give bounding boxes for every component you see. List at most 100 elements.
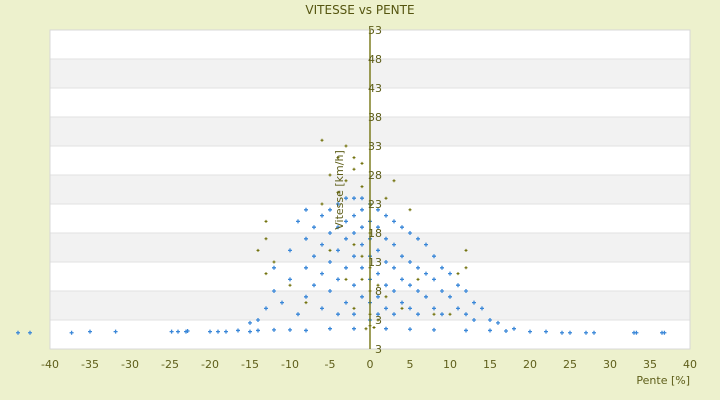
data-point-series-1: [392, 242, 396, 247]
data-point-series-1: [512, 326, 516, 331]
data-point-series-2: [344, 179, 348, 183]
data-point-series-1: [416, 265, 420, 270]
x-tick-label: -25: [161, 358, 179, 371]
data-point-series-1: [272, 327, 276, 332]
data-point-series-2: [328, 173, 332, 177]
data-point-series-1: [272, 289, 276, 293]
data-point-series-1: [360, 225, 364, 230]
data-point-series-1: [400, 277, 404, 282]
data-point-series-1: [376, 248, 380, 253]
data-point-series-1: [236, 328, 240, 333]
data-point-series-1: [304, 294, 308, 299]
data-point-series-1: [376, 271, 380, 276]
data-point-series-2: [344, 277, 348, 281]
data-point-series-2: [464, 248, 468, 252]
data-point-series-1: [312, 225, 316, 230]
data-point-series-1: [384, 306, 388, 311]
y-tick-label: 38: [368, 111, 382, 124]
data-point-series-2: [400, 306, 404, 310]
data-point-series-2: [352, 167, 356, 171]
data-point-series-1: [584, 330, 588, 335]
y-tick-label: 18: [368, 227, 382, 240]
data-point-series-1: [662, 330, 667, 335]
data-point-series-1: [392, 312, 396, 317]
data-point-series-1: [69, 330, 74, 335]
data-point-series-1: [440, 289, 444, 293]
data-point-series-2: [376, 318, 380, 322]
data-point-series-2: [448, 312, 452, 316]
data-point-series-1: [296, 312, 300, 317]
data-point-series-1: [424, 294, 428, 299]
data-point-series-1: [408, 306, 412, 311]
x-tick-label: -35: [81, 358, 99, 371]
data-point-series-2: [352, 156, 356, 160]
data-point-series-1: [256, 318, 260, 322]
data-point-series-1: [464, 289, 468, 293]
x-tick-label: 30: [603, 358, 617, 371]
x-tick-label: 40: [683, 358, 697, 371]
data-point-series-2: [384, 295, 388, 299]
data-point-series-1: [344, 265, 348, 270]
data-point-series-2: [408, 208, 412, 212]
data-point-series-1: [560, 330, 564, 335]
x-tick-label: 0: [367, 358, 374, 371]
data-point-series-1: [176, 329, 180, 334]
data-point-series-1: [328, 289, 332, 293]
x-tick-label: -10: [281, 358, 299, 371]
data-point-series-1: [320, 306, 324, 311]
data-point-series-1: [352, 326, 356, 331]
data-point-series-1: [185, 329, 190, 334]
data-point-series-1: [352, 196, 356, 201]
data-point-series-1: [328, 231, 332, 235]
data-point-series-1: [288, 248, 292, 253]
x-tick-label: -40: [41, 358, 59, 371]
data-point-series-1: [88, 329, 92, 334]
data-point-series-1: [360, 196, 364, 201]
y-tick-label: 3: [375, 343, 382, 356]
data-point-series-2: [320, 202, 324, 206]
x-tick-label: 20: [523, 358, 537, 371]
data-point-series-1: [416, 236, 420, 241]
x-tick-label: 15: [483, 358, 497, 371]
data-point-series-1: [224, 329, 228, 334]
data-point-series-2: [360, 277, 364, 281]
data-point-series-2: [360, 185, 364, 189]
data-point-series-1: [416, 289, 420, 293]
data-point-series-1: [336, 248, 340, 253]
y-tick-label: 53: [368, 24, 382, 37]
data-point-series-1: [408, 260, 412, 264]
data-point-series-1: [352, 213, 356, 218]
data-point-series-2: [432, 312, 436, 316]
x-tick-label: -15: [241, 358, 259, 371]
data-point-series-1: [320, 213, 324, 218]
data-point-series-1: [448, 271, 452, 276]
data-point-series-1: [304, 207, 308, 212]
data-point-series-1: [416, 312, 420, 317]
data-point-series-1: [344, 196, 348, 201]
data-point-series-1: [16, 330, 20, 335]
data-point-series-1: [592, 330, 596, 335]
data-point-series-1: [360, 265, 364, 270]
data-point-series-2: [272, 260, 276, 264]
data-point-series-1: [384, 236, 388, 241]
data-point-series-1: [464, 312, 468, 317]
data-point-series-2: [344, 144, 348, 148]
data-point-series-1: [432, 254, 436, 259]
data-point-series-1: [472, 318, 476, 322]
x-tick-label: 35: [643, 358, 657, 371]
data-point-series-2: [264, 219, 268, 223]
data-point-series-2: [352, 306, 356, 310]
data-point-series-1: [336, 225, 340, 230]
x-tick-label: -5: [325, 358, 336, 371]
x-tick-labels: -40 -35 -30 -25 -20 -15 -10 -5 0 5 10 15 20 25 30 35 40: [41, 358, 697, 371]
data-point-series-1: [544, 329, 548, 334]
data-point-series-2: [416, 277, 420, 281]
data-point-series-1: [248, 320, 252, 325]
x-axis-label: Pente [%]: [636, 374, 690, 387]
data-point-series-2: [336, 190, 340, 194]
data-point-series-1: [360, 294, 364, 299]
data-point-series-1: [392, 289, 396, 293]
data-point-series-1: [336, 202, 340, 206]
data-point-series-1: [456, 283, 460, 288]
data-point-series-1: [344, 300, 348, 305]
